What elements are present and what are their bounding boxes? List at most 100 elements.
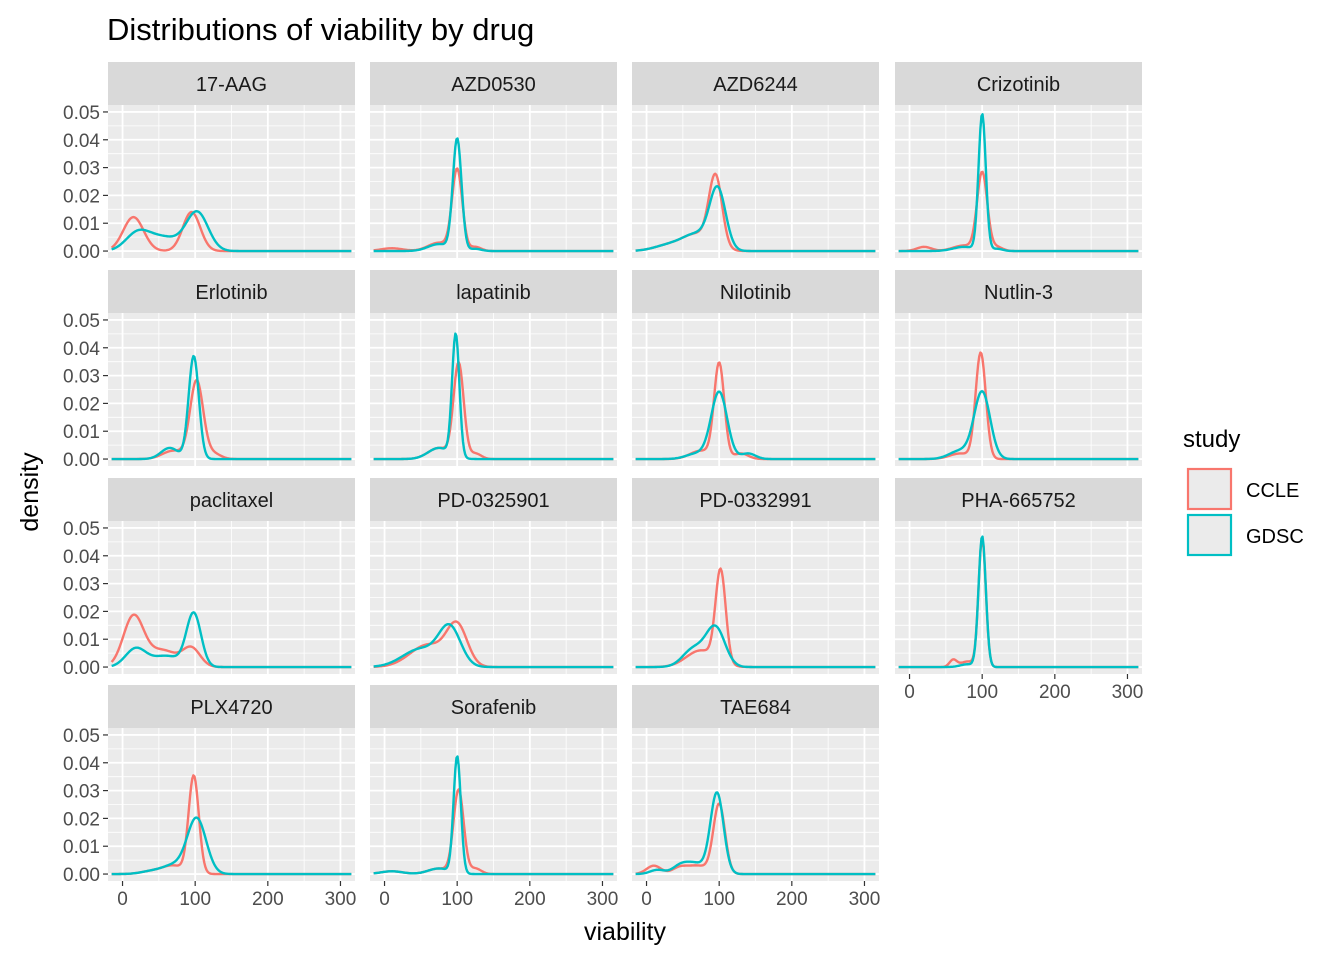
facet-nutlin-3: Nutlin-3: [895, 270, 1142, 466]
facet-strip: [108, 685, 355, 728]
facet-strip: [895, 62, 1142, 105]
x-tick-label: 0: [117, 889, 128, 910]
facet-strip-label: lapatinib: [456, 282, 531, 304]
facet-strip-label: PHA-665752: [961, 490, 1076, 512]
density-line-gdsc: [635, 624, 876, 669]
y-tick-label: 0.02: [63, 809, 100, 830]
y-tick-label: 0.00: [63, 865, 100, 886]
density-line-gdsc: [111, 354, 352, 461]
y-tick-label: 0.03: [63, 159, 100, 180]
density-line-gdsc: [635, 184, 876, 253]
x-tick-label: 0: [904, 682, 915, 703]
facet-pha-665752: PHA-665752 0 100 200 300: [895, 478, 1143, 703]
facet-strip-label: Erlotinib: [195, 282, 267, 304]
facet-strip-label: Nutlin-3: [984, 282, 1053, 304]
facet-strip-label: PD-0332991: [699, 490, 811, 512]
facet-strip: [895, 270, 1142, 313]
facet-sorafenib: Sorafenib 0 100 200 300: [370, 685, 618, 910]
x-tick-label: 200: [1039, 682, 1071, 703]
x-tick-label: 300: [1112, 682, 1144, 703]
facet-azd0530: AZD0530: [370, 62, 617, 258]
legend: study CCLE GDSC: [1183, 426, 1304, 557]
facet-strip: [632, 478, 879, 521]
facet-strip-label: TAE684: [720, 697, 791, 719]
facet-strip: [632, 62, 879, 105]
facet-pd-0325901: PD-0325901: [370, 478, 617, 674]
facet-strip: [108, 62, 355, 105]
facet-strip-label: AZD0530: [451, 74, 536, 96]
legend-label-gdsc: GDSC: [1246, 526, 1304, 548]
density-line-gdsc: [373, 332, 614, 461]
y-tick-label: 0.05: [63, 726, 100, 747]
y-axis-title: density: [16, 452, 44, 532]
density-line-gdsc: [898, 535, 1139, 669]
y-tick-label: 0.05: [63, 103, 100, 124]
x-tick-label: 100: [703, 889, 735, 910]
y-tick-label: 0.01: [63, 630, 100, 651]
density-line-gdsc: [373, 622, 614, 669]
x-tick-label: 100: [179, 889, 211, 910]
facet-azd6244: AZD6244: [632, 62, 879, 258]
density-line-gdsc: [898, 113, 1139, 253]
density-line-gdsc: [635, 791, 876, 876]
facet-lapatinib: lapatinib: [370, 270, 617, 466]
x-tick-label: 0: [379, 889, 390, 910]
facet-strip: [632, 270, 879, 313]
y-tick-label: 0.00: [63, 242, 100, 263]
density-line-gdsc: [111, 816, 352, 876]
y-tick-label: 0.02: [63, 602, 100, 623]
y-tick-label: 0.03: [63, 367, 100, 388]
x-tick-label: 300: [587, 889, 619, 910]
y-tick-label: 0.00: [63, 450, 100, 471]
facet-strip-label: Nilotinib: [720, 282, 791, 304]
legend-label-ccle: CCLE: [1246, 480, 1299, 502]
facet-erlotinib: Erlotinib 0.00 0.01 0.02 0.03 0.04 0.05: [63, 270, 355, 471]
density-line-gdsc: [898, 390, 1139, 461]
facet-crizotinib: Crizotinib: [895, 62, 1142, 258]
facet-strip: [895, 478, 1142, 521]
facet-strip-label: Crizotinib: [977, 74, 1060, 96]
facet-strip-label: Sorafenib: [451, 697, 537, 719]
x-tick-label: 200: [514, 889, 546, 910]
density-line-gdsc: [111, 210, 352, 253]
legend-key-outline-ccle: [1186, 467, 1233, 511]
y-tick-label: 0.04: [63, 131, 100, 152]
facet-strip: [108, 478, 355, 521]
facet-plx4720: PLX4720 0.00 0.01 0.02 0.03 0.04 0.05 0 100 200 30…: [63, 685, 356, 910]
density-line-gdsc: [111, 611, 352, 669]
facet-paclitaxel: paclitaxel 0.00 0.01 0.02 0.03 0.04 0.05: [63, 478, 355, 679]
facet-strip-label: AZD6244: [713, 74, 798, 96]
facet-strip: [370, 685, 617, 728]
facet-strip-label: paclitaxel: [190, 490, 273, 512]
x-tick-label: 200: [776, 889, 808, 910]
x-tick-label: 300: [849, 889, 881, 910]
y-tick-label: 0.02: [63, 394, 100, 415]
y-tick-label: 0.01: [63, 422, 100, 443]
facet-strip: [632, 685, 879, 728]
y-tick-label: 0.04: [63, 754, 100, 775]
legend-key-outline-gdsc: [1186, 513, 1233, 557]
facet-strip-label: PD-0325901: [437, 490, 549, 512]
facet-strip-label: PLX4720: [190, 697, 272, 719]
density-line-gdsc: [373, 137, 614, 253]
x-tick-label: 0: [641, 889, 652, 910]
y-tick-label: 0.00: [63, 658, 100, 679]
x-axis-title: viability: [584, 918, 666, 946]
y-tick-label: 0.04: [63, 339, 100, 360]
y-tick-label: 0.02: [63, 186, 100, 207]
facet-panels: 17-AAG 0.00 0.01 0.02 0.03 0.04 0.05 AZD0530 AZD…: [63, 62, 1143, 910]
density-line-gdsc: [373, 755, 614, 876]
facet-17-aag: 17-AAG 0.00 0.01 0.02 0.03 0.04 0.05: [63, 62, 355, 263]
y-tick-label: 0.05: [63, 519, 100, 540]
chart-title: Distributions of viability by drug: [107, 12, 534, 47]
x-tick-label: 200: [252, 889, 284, 910]
legend-key-gdsc: [1187, 514, 1232, 556]
facet-strip: [108, 270, 355, 313]
y-tick-label: 0.03: [63, 782, 100, 803]
facet-pd-0332991: PD-0332991: [632, 478, 879, 674]
facet-strip: [370, 478, 617, 521]
x-tick-label: 300: [325, 889, 357, 910]
facet-strip: [370, 62, 617, 105]
y-tick-label: 0.04: [63, 547, 100, 568]
